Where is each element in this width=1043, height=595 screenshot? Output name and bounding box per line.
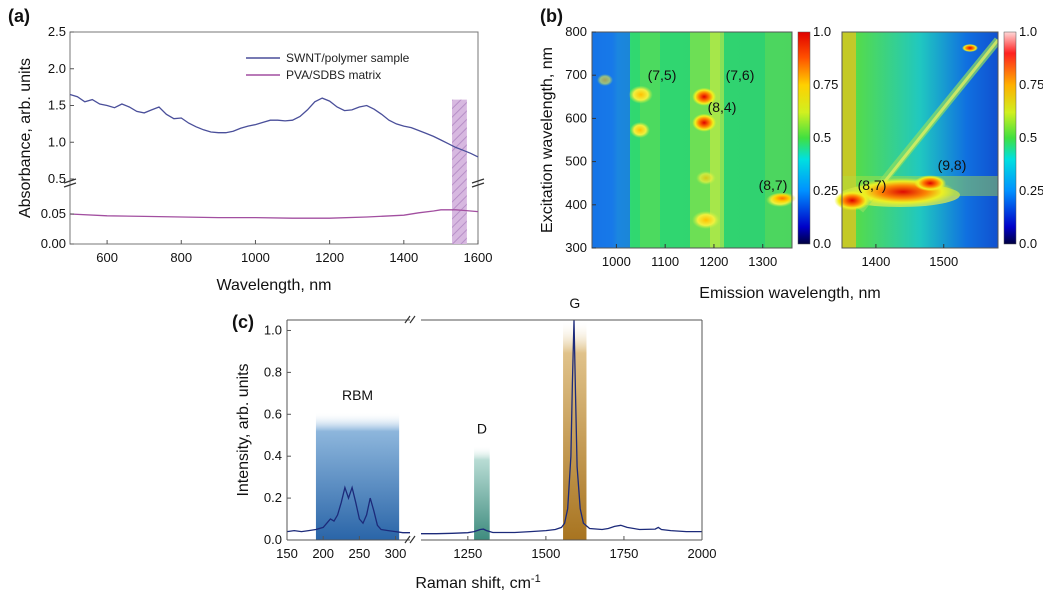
- legend-label-swnt: SWNT/polymer sample: [286, 51, 410, 65]
- x-tick-label: 1600: [464, 250, 493, 265]
- y-tick-label: 2.0: [48, 61, 66, 76]
- y-tick-label: 0.0: [264, 532, 282, 547]
- panel-b-right-frame: [841, 31, 999, 249]
- x-tick-label: 1500: [531, 546, 560, 561]
- y-tick-label: 0.5: [48, 171, 66, 186]
- x-tick-label: 1400: [861, 254, 890, 269]
- x-tick-label: 200: [312, 546, 334, 561]
- colorbar-tick-label: 0.0: [813, 236, 831, 251]
- panel-b-left-heatmap: [592, 32, 792, 248]
- series-line-swnt-polymer: [69, 93, 479, 158]
- y-tick-label: 0.8: [264, 364, 282, 379]
- panel-b-pl-maps: (7,5) (7,6) (8,4) (8,7) 0.0 0.25 0.5 0.75 1.0 (…: [539, 24, 1043, 302]
- pl-peak-label: (7,5): [648, 67, 677, 83]
- panel-b-right-heatmap: [842, 32, 998, 248]
- colorbar-tick-label: 0.0: [1019, 236, 1037, 251]
- y-tick-label: 800: [565, 24, 587, 39]
- x-tick-label: 1500: [929, 254, 958, 269]
- panel-a-letter: (a): [8, 6, 30, 26]
- panel-b-right-colorbar: [1003, 31, 1017, 245]
- raman-spectrum-high: [421, 319, 702, 535]
- x-tick-label: 1250: [453, 546, 482, 561]
- panel-a-highlight-band: [452, 99, 467, 245]
- y-tick-label: 0.05: [41, 206, 66, 221]
- panel-c-ylabel: Intensity, arb. units: [235, 363, 252, 496]
- pl-peak-label: (8,7): [858, 177, 887, 193]
- colorbar-tick-label: 0.5: [813, 130, 831, 145]
- panel-a-frame: [69, 31, 479, 245]
- x-tick-label: 1750: [609, 546, 638, 561]
- x-tick-label: 300: [385, 546, 407, 561]
- pl-peak-label: (8,4): [708, 99, 737, 115]
- y-tick-label: 2.5: [48, 24, 66, 39]
- legend-label-pva: PVA/SDBS matrix: [286, 68, 381, 82]
- panel-a-legend: SWNT/polymer sample PVA/SDBS matrix: [246, 51, 410, 82]
- x-tick-label: 2000: [688, 546, 717, 561]
- panel-a-absorbance-chart: 600 800 1000 1200 1400 1600 0.5 1.0 1.5 2.0 2.5 0.0…: [17, 24, 492, 294]
- x-tick-label: 800: [170, 250, 192, 265]
- pl-peak-spot: [692, 113, 717, 132]
- panel-c-letter: (c): [232, 312, 254, 332]
- x-tick-label: 250: [349, 546, 371, 561]
- pl-peak-label: (7,6): [726, 67, 755, 83]
- colorbar-tick-label: 0.5: [1019, 130, 1037, 145]
- x-tick-label: 1000: [241, 250, 270, 265]
- raman-spectrum-low: [286, 485, 410, 534]
- y-tick-label: 1.5: [48, 98, 66, 113]
- panel-c-raman-chart: RBM D G 0.0 0.2 0.4 0.6 0.8 1.0 150 200 250 300 1250…: [235, 295, 716, 592]
- colorbar-tick-label: 1.0: [813, 24, 831, 39]
- colorbar-tick-label: 0.25: [1019, 183, 1043, 198]
- y-tick-label: 700: [565, 67, 587, 82]
- x-tick-label: 600: [96, 250, 118, 265]
- pl-peak-label: (9,8): [938, 157, 967, 173]
- colorbar-tick-label: 0.25: [813, 183, 838, 198]
- x-tick-label: 1300: [748, 254, 777, 269]
- band-d: [474, 445, 490, 540]
- y-tick-label: 500: [565, 154, 587, 169]
- band-label-d: D: [477, 421, 487, 437]
- y-tick-label: 600: [565, 110, 587, 125]
- panel-c-axis-break-marks: [404, 315, 416, 544]
- x-tick-label: 1200: [699, 254, 728, 269]
- band-label-g: G: [569, 295, 580, 311]
- pl-peak-spot: [768, 192, 797, 205]
- colorbar-tick-label: 1.0: [1019, 24, 1037, 39]
- x-tick-label: 1200: [315, 250, 344, 265]
- band-label-rbm: RBM: [342, 387, 373, 403]
- pl-peak-spot: [628, 85, 653, 104]
- y-tick-label: 1.0: [264, 322, 282, 337]
- panel-a-ylabel: Absorbance, arb. units: [17, 58, 34, 218]
- panel-b-ylabel: Excitation wavelength, nm: [539, 47, 556, 233]
- panel-c-xlabel: Raman shift, cm-1: [415, 573, 540, 592]
- x-tick-label: 1000: [602, 254, 631, 269]
- panel-a-axis-break-marks: [63, 178, 485, 188]
- panel-b-left-colorbar: [797, 31, 811, 245]
- y-tick-label: 1.0: [48, 134, 66, 149]
- y-tick-label: 0.4: [264, 448, 282, 463]
- pl-peak-spot: [834, 190, 871, 211]
- x-tick-label: 150: [276, 546, 298, 561]
- x-tick-label: 1400: [389, 250, 418, 265]
- colorbar-tick-label: 0.75: [813, 77, 838, 92]
- pl-peak-spot: [914, 175, 947, 192]
- y-tick-label: 300: [565, 240, 587, 255]
- panel-b-letter: (b): [540, 6, 563, 26]
- panel-b-xlabel: Emission wavelength, nm: [699, 285, 880, 302]
- pl-peak-spot: [692, 87, 717, 106]
- panel-b-left-frame: [591, 31, 793, 249]
- y-tick-label: 0.00: [41, 236, 66, 251]
- y-tick-label: 400: [565, 197, 587, 212]
- panel-a-xlabel: Wavelength, nm: [216, 277, 331, 294]
- y-tick-label: 0.6: [264, 406, 282, 421]
- y-tick-label: 0.2: [264, 490, 282, 505]
- series-line-pva-sdbs: [69, 209, 479, 219]
- x-tick-label: 1100: [651, 254, 679, 269]
- pl-peak-label: (8,7): [759, 177, 788, 193]
- colorbar-tick-label: 0.75: [1019, 77, 1043, 92]
